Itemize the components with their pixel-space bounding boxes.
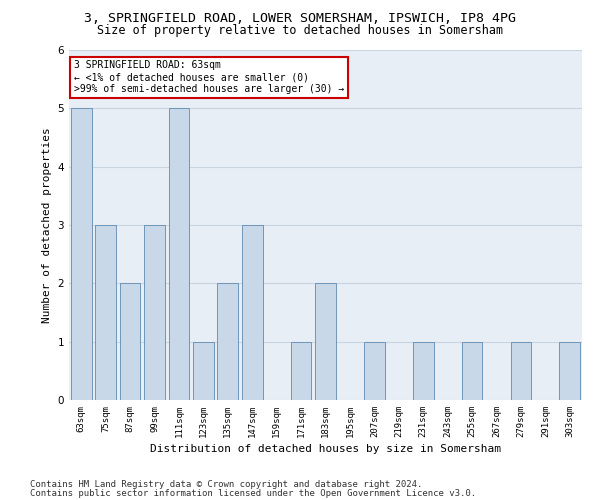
Bar: [119, 284, 140, 400]
Bar: [364, 342, 385, 400]
Bar: [559, 342, 580, 400]
Text: 3, SPRINGFIELD ROAD, LOWER SOMERSHAM, IPSWICH, IP8 4PG: 3, SPRINGFIELD ROAD, LOWER SOMERSHAM, IP…: [84, 12, 516, 26]
Text: Contains public sector information licensed under the Open Government Licence v3: Contains public sector information licen…: [30, 488, 476, 498]
Bar: [290, 342, 311, 400]
Bar: [169, 108, 190, 400]
Bar: [144, 225, 165, 400]
Bar: [413, 342, 434, 400]
Bar: [242, 225, 263, 400]
Y-axis label: Number of detached properties: Number of detached properties: [42, 127, 52, 323]
Bar: [193, 342, 214, 400]
Bar: [461, 342, 482, 400]
Bar: [71, 108, 92, 400]
Bar: [511, 342, 532, 400]
X-axis label: Distribution of detached houses by size in Somersham: Distribution of detached houses by size …: [150, 444, 501, 454]
Bar: [315, 284, 336, 400]
Text: Size of property relative to detached houses in Somersham: Size of property relative to detached ho…: [97, 24, 503, 37]
Text: Contains HM Land Registry data © Crown copyright and database right 2024.: Contains HM Land Registry data © Crown c…: [30, 480, 422, 489]
Bar: [217, 284, 238, 400]
Bar: [95, 225, 116, 400]
Text: 3 SPRINGFIELD ROAD: 63sqm
← <1% of detached houses are smaller (0)
>99% of semi-: 3 SPRINGFIELD ROAD: 63sqm ← <1% of detac…: [74, 60, 344, 94]
